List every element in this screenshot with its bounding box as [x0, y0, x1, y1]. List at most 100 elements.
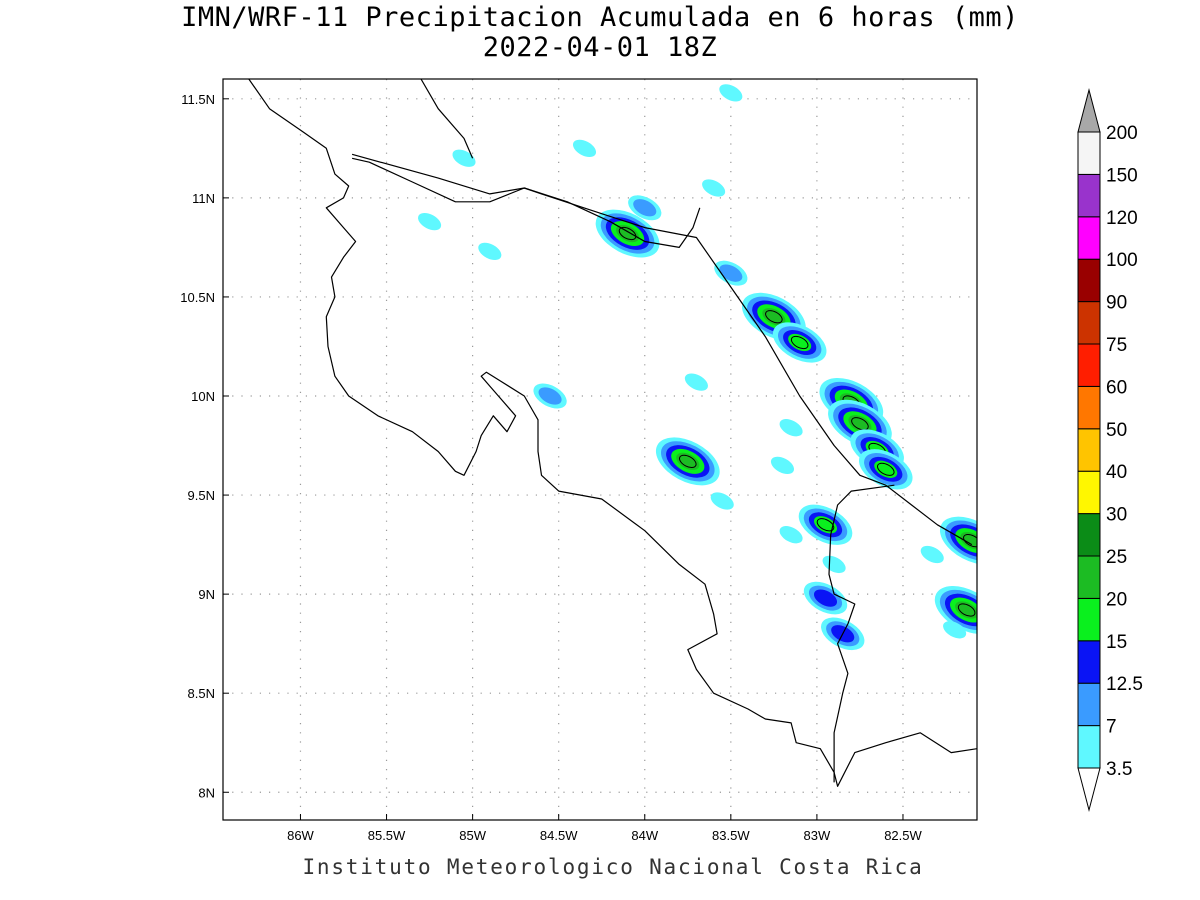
precip-contour [876, 462, 895, 476]
colorbar-label: 40 [1106, 462, 1127, 483]
colorbar-label: 12.5 [1106, 674, 1143, 695]
colorbar-label: 150 [1106, 165, 1138, 186]
precip-cell [955, 601, 977, 619]
colorbar-swatch [1077, 725, 1101, 769]
x-tick-label: 85W [459, 828, 486, 843]
coastlines [248, 79, 977, 787]
precipitation-field [418, 84, 977, 651]
colorbar-label: 20 [1106, 589, 1127, 610]
x-tick-label: 84W [631, 828, 658, 843]
caribbean-coastline [351, 153, 973, 546]
pacific-coastline [248, 79, 977, 787]
precip-contour [765, 310, 783, 324]
credit-footer: Instituto Meteorologico Nacional Costa R… [302, 855, 924, 879]
precip-cell [418, 213, 442, 231]
precip-cell [684, 373, 708, 391]
precip-cell [719, 264, 743, 282]
colorbar-label: 60 [1106, 377, 1127, 398]
precip-cell [616, 224, 640, 243]
y-tick-label: 9N [198, 587, 215, 602]
colorbar-label: 15 [1106, 632, 1127, 653]
precip-cell [478, 242, 502, 261]
colorbar-swatch [1077, 301, 1101, 345]
y-tick-label: 8.5N [188, 686, 215, 701]
y-tick-label: 8N [198, 785, 215, 800]
y-tick-label: 10N [191, 389, 215, 404]
longitude-axis: 86W 85.5W 85W 84.5W 84W 83.5W 83W 82.5W [287, 814, 922, 843]
precip-contour [816, 518, 835, 532]
colorbar-swatch [1077, 470, 1101, 515]
precip-cell [779, 526, 803, 544]
y-tick-label: 9.5N [188, 488, 215, 503]
colorbar-swatch [1077, 682, 1101, 727]
precip-contour [957, 603, 976, 617]
precip-contour [851, 417, 869, 431]
precip-cell [452, 149, 476, 167]
precip-cell [943, 621, 967, 639]
precip-contour [963, 534, 977, 548]
y-tick-label: 11.5N [181, 92, 215, 107]
nicaragua-border [351, 157, 701, 248]
map-subtitle: 2022-04-01 18Z [482, 32, 718, 63]
colorbar-over-triangle [1077, 88, 1101, 133]
precip-cell [719, 84, 743, 102]
colorbar-swatch [1077, 597, 1101, 642]
precip-cell [813, 589, 838, 607]
precip-cell [633, 199, 657, 217]
colorbar-label: 25 [1106, 547, 1127, 568]
map-frame [222, 78, 978, 821]
colorbar-swatch [1077, 173, 1101, 218]
colorbar-swatch [1077, 385, 1101, 430]
precip-contour [790, 335, 809, 350]
precip-cell [822, 555, 846, 574]
colorbar-label: 75 [1106, 335, 1127, 356]
map-title: IMN/WRF-11 Precipitacion Acumulada en 6 … [181, 2, 1019, 33]
lake-shore [420, 79, 474, 159]
colorbar-swatch [1077, 640, 1101, 684]
colorbar-label: 50 [1106, 420, 1127, 441]
colorbar-label: 7 [1106, 717, 1117, 738]
colorbar: 3.5 7 12.5 15 20 25 30 40 50 60 75 90 100 120 150 200 [1077, 88, 1143, 812]
precip-cell [960, 531, 977, 550]
precip-cell [874, 460, 898, 478]
colorbar-swatch [1077, 343, 1101, 387]
latitude-axis: 11.5N 11N 10.5N 10N 9.5N 9N 8.5N 8N [180, 92, 229, 800]
colorbar-label: 90 [1106, 293, 1127, 314]
colorbar-swatch [1077, 131, 1101, 175]
precip-cell [676, 452, 700, 471]
panama-border [828, 484, 895, 783]
precip-cell [572, 139, 597, 157]
colorbar-label: 30 [1106, 505, 1127, 526]
colorbar-swatch [1077, 513, 1101, 557]
colorbar-under-triangle [1077, 767, 1101, 812]
colorbar-label: 100 [1106, 250, 1138, 271]
precip-cell [848, 415, 872, 433]
colorbar-label: 200 [1106, 123, 1138, 144]
precip-cell [770, 456, 795, 475]
colorbar-swatch [1077, 258, 1101, 303]
precip-cell [788, 333, 812, 352]
x-tick-label: 84.5W [540, 828, 578, 843]
colorbar-swatch [1077, 216, 1101, 260]
x-tick-label: 85.5W [368, 828, 406, 843]
x-tick-label: 83.5W [712, 828, 750, 843]
precip-cell [710, 492, 734, 510]
colorbar-swatch [1077, 555, 1101, 599]
precip-contour [679, 454, 697, 468]
y-tick-label: 11N [192, 191, 215, 206]
precip-cell [920, 545, 944, 564]
precip-cell [702, 179, 726, 197]
precip-contour [618, 226, 637, 241]
precip-cell [779, 419, 803, 437]
x-tick-label: 86W [287, 828, 314, 843]
colorbar-swatch [1077, 428, 1101, 472]
colorbar-label: 3.5 [1106, 759, 1132, 780]
precip-cell [538, 387, 562, 405]
precip-cell [762, 308, 786, 326]
y-tick-label: 10.5N [180, 290, 215, 305]
precip-cell [813, 516, 838, 534]
graticule [223, 79, 977, 820]
x-tick-label: 82.5W [884, 828, 922, 843]
colorbar-label: 120 [1106, 208, 1138, 229]
